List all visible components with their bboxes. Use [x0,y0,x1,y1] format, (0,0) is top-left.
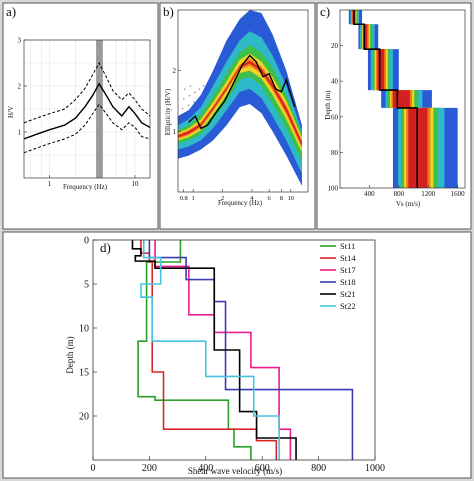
panel-d-ytick-label: 5 [84,280,89,291]
panel-c-ytick-label: 40 [331,78,339,86]
panel-d-xlabel: Shear wave velocity (m/s) [188,466,282,476]
panel-c-series-best-model [353,10,419,188]
panel-b-observed-point [183,88,186,91]
panel-d-ytick-label: 0 [84,236,89,247]
panel-b-xtick-label: 0.8 [180,195,188,202]
panel-d-series-st22 [140,240,280,460]
panel-b-observed-point [193,91,196,94]
legend-label-st17: St17 [340,265,356,275]
panel-d-ylabel: Depth (m) [65,336,75,373]
panel-c-xtick-label: 400 [364,190,375,198]
panel-a-plot: 1 2 3 1 10 [18,37,151,188]
legend-label-st22: St22 [340,301,356,311]
panel-a-xtick-label: 10 [131,180,139,188]
panel-d-xtick-label: 600 [255,463,270,474]
panel-b-envelope-band [178,58,302,149]
panel-c-xtick-label: 1200 [421,190,436,198]
panel-a-ylabel: H/V [7,106,15,118]
panel-b-observed-point [182,97,185,100]
panel-c-ytick-label: 100 [328,185,339,193]
panel-b-ylabel: Ellipticity (H/V) [164,88,172,135]
panel-a-ytick-label: 2 [18,83,22,91]
panel-c-profile-band [352,10,428,188]
panel-a-frame [2,2,159,230]
panel-d-xtick-label: 0 [91,463,96,474]
panel-d-ytick-label: 20 [79,412,89,423]
panel-b-xtick-label: 4 [250,195,254,202]
panel-c-xlabel: Vs (m/s) [396,200,421,208]
panel-a-axes-box [23,39,151,179]
panel-d-frame [2,231,472,479]
panel-a-ytick-label: 3 [18,37,22,45]
panel-b-series-best-model [188,54,296,130]
panel-d-ytick-label: 15 [79,368,89,379]
panel-b-observed-point [198,88,201,91]
panel-d-ytick-label: 10 [79,324,89,335]
panel-b-observed-point [202,85,205,87]
panel-b-observed-point [193,101,195,103]
panel-c-ytick-label: 20 [331,42,339,50]
panel-a-series-mean [23,82,151,140]
panel-a-label: a) [6,4,16,19]
panel-a-series-lower [23,103,151,154]
panel-b-observed-point [189,85,192,87]
panel-a-peak-band [96,40,103,178]
panel-b-axes-box [177,9,309,193]
panel-d-series-st17 [154,240,292,460]
panel-c-xtick-label: 1600 [451,190,466,198]
panel-d-series-st21 [131,240,297,460]
panel-c-label: c) [320,4,330,19]
panel-b-observed-point [181,107,184,110]
panel-b-xtick-label: 1 [192,195,195,202]
panel-d-series-st14 [140,240,278,460]
panel-c-axes-box [339,9,466,189]
panel-c-ytick-label: 60 [331,113,339,121]
legend-label-st18: St18 [340,277,356,287]
panel-b-xtick-label: 6 [268,195,272,202]
panel-d-xtick-label: 800 [311,463,326,474]
panel-a-xtick-label: 1 [48,180,52,188]
panel-a-xlabel: Frequency (Hz) [63,183,108,191]
legend-label-st21: St21 [340,289,356,299]
panel-c-xtick-label: 800 [394,190,405,198]
panel-d-axes-box [92,239,376,461]
panel-b-ytick-label: 2 [173,67,177,75]
panel-d-xtick-label: 400 [198,463,213,474]
panel-c-ytick-label: 80 [331,149,339,157]
legend-label-st11: St11 [340,241,355,251]
panel-b-ytick-label: 1 [173,128,177,136]
panel-b-plot: 1 2 0.8 1 2 4 6 8 10 [173,9,309,202]
panel-b-xtick-label: 10 [288,195,295,202]
panel-b-xlabel: Frequency (Hz) [218,199,263,207]
panel-b-xtick-label: 2 [221,195,224,202]
panel-d-xtick-label: 200 [142,463,157,474]
panel-b-observed-point [188,94,191,97]
panel-c-ylabel: Depth (m) [324,90,332,120]
panel-b-label: b) [163,4,174,19]
panel-d-label: d) [100,240,111,255]
panel-d-xtick-label: 1000 [365,463,385,474]
panel-d-series-st11 [137,240,252,460]
legend-label-st14: St14 [340,253,356,263]
panel-a-ytick-label: 1 [18,129,22,137]
panel-a-series-upper [23,61,151,124]
panel-b-envelope-band [178,60,302,146]
panel-b-envelope-band [178,45,302,162]
panel-c-plot: 20 40 60 80 100 400 800 1200 1600 [328,9,466,198]
panel-b-observed-point [187,104,190,107]
panel-b-xtick-label: 8 [280,195,283,202]
